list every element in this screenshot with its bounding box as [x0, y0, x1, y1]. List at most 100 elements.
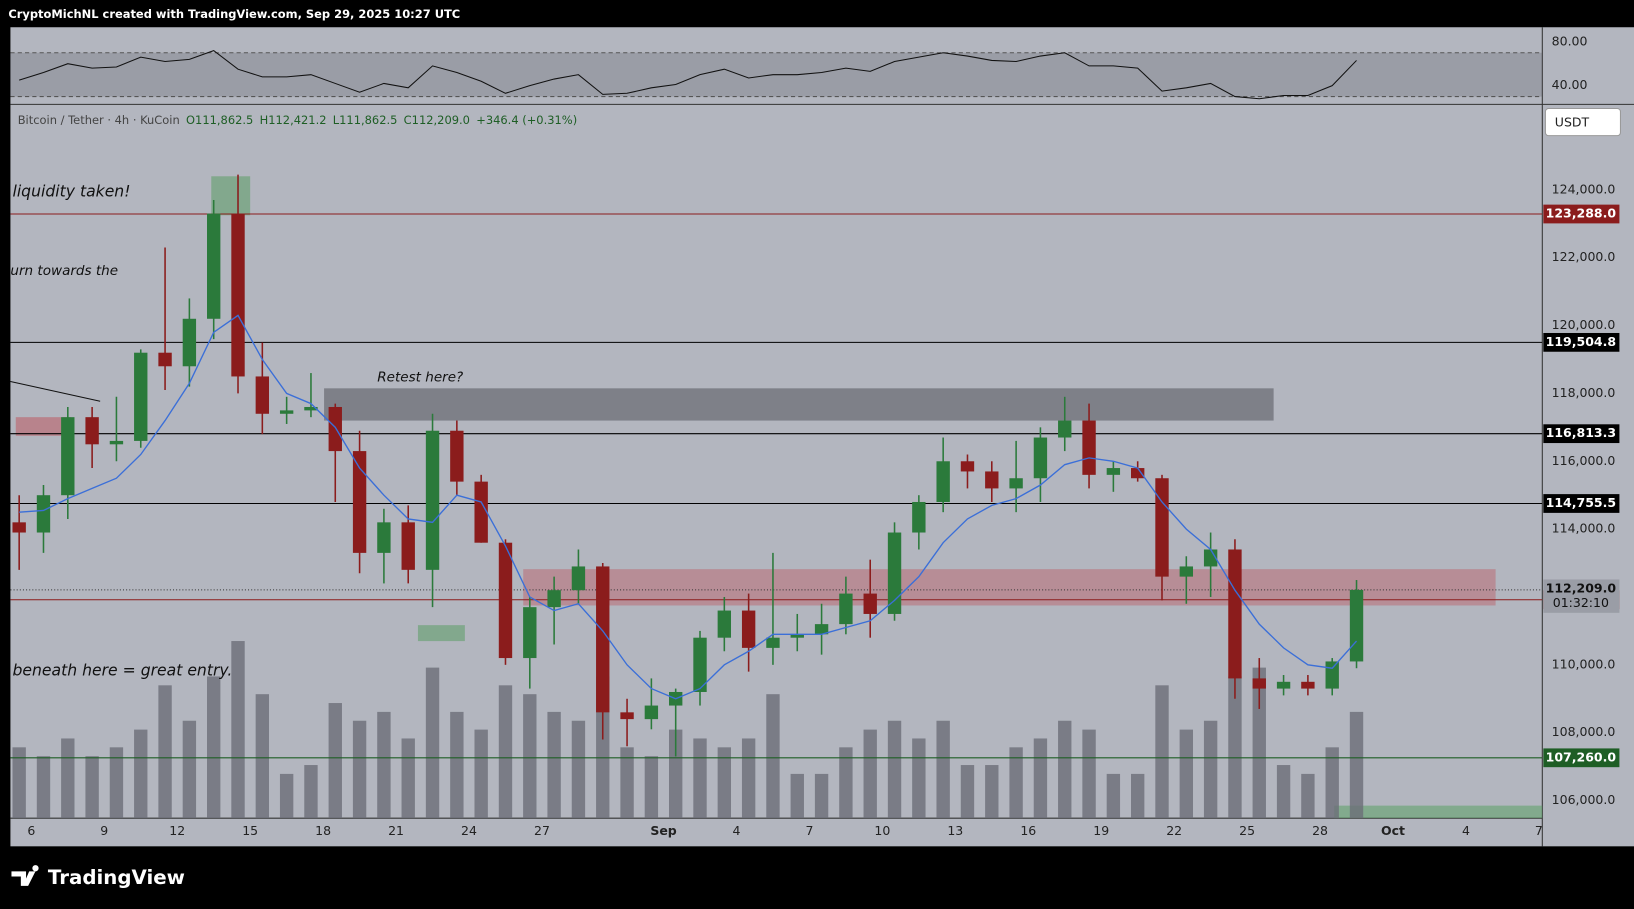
y-tick-label: 120,000.0: [1552, 317, 1616, 332]
candle-body: [158, 352, 172, 367]
x-tick-label: 12: [169, 823, 185, 838]
y-tick-label: 116,000.0: [1552, 453, 1616, 468]
chart-background: [10, 27, 1634, 847]
currency-label[interactable]: USDT: [1555, 115, 1590, 130]
x-tick-label: 27: [534, 823, 550, 838]
volume-bar: [207, 676, 221, 819]
annotation: urn towards the: [10, 263, 118, 279]
candle-body: [985, 471, 999, 489]
volume-bar: [1276, 765, 1291, 819]
x-tick-label: 25: [1239, 823, 1255, 838]
volume-bar: [1203, 720, 1218, 819]
volume-bar: [498, 685, 513, 819]
x-tick-label: 15: [242, 823, 258, 838]
volume-bar: [960, 765, 975, 819]
candle-body: [182, 318, 197, 367]
volume-bar: [158, 685, 172, 819]
candle-body: [85, 417, 99, 445]
level-label: 107,260.0: [1546, 749, 1617, 764]
volume-bar: [620, 747, 634, 819]
volume-bar: [863, 729, 877, 819]
volume-bar: [328, 703, 342, 819]
countdown: 01:32:10: [1553, 595, 1609, 610]
level-label: 116,813.3: [1546, 425, 1616, 440]
volume-bar: [766, 694, 780, 819]
volume-bar: [1106, 773, 1121, 819]
volume-bar: [523, 694, 537, 819]
volume-bar: [450, 711, 464, 819]
legend-symbol: Bitcoin / Tether · 4h · KuCoin: [18, 112, 180, 126]
x-tick-label: 21: [388, 823, 404, 838]
candle-body: [450, 430, 464, 482]
x-tick-label: 7: [1535, 823, 1543, 838]
trendline: [10, 381, 101, 402]
volume-bar: [182, 720, 197, 819]
x-tick-label: 28: [1312, 823, 1328, 838]
x-tick-label: 16: [1020, 823, 1036, 838]
candle-body: [255, 376, 270, 414]
x-tick-label: 18: [315, 823, 331, 838]
candle-body: [523, 607, 537, 659]
volume-bar: [134, 729, 148, 819]
volume-bar: [109, 747, 124, 819]
candle-body: [571, 566, 586, 591]
candle-body: [1155, 478, 1169, 577]
volume-bar: [1058, 720, 1072, 819]
candle-body: [1179, 566, 1194, 577]
currency-button[interactable]: [1544, 108, 1621, 137]
level-label-box: [1543, 204, 1620, 224]
volume-bar: [1301, 773, 1315, 819]
volume-bar: [814, 773, 829, 819]
candle-body: [474, 481, 488, 543]
candle-body: [134, 352, 148, 441]
x-tick-label: Oct: [1381, 823, 1405, 838]
volume-bar: [1130, 773, 1145, 819]
volume-bar: [985, 765, 999, 819]
legend: Bitcoin / Tether · 4h · KuCoin O111,862.5…: [18, 112, 577, 126]
brand-logo: [11, 865, 39, 886]
candle-body: [887, 532, 902, 614]
volume-bar: [304, 765, 318, 819]
candle-body: [279, 410, 294, 414]
y-tick-label: 106,000.0: [1552, 792, 1616, 807]
volume-bar: [1325, 747, 1339, 819]
candle-body: [401, 522, 415, 570]
candle-body: [1349, 589, 1364, 662]
candle-body: [1106, 468, 1121, 475]
ema-line: [19, 314, 1358, 700]
candle-body: [644, 705, 659, 720]
candle-body: [498, 542, 513, 659]
candle-body: [1276, 681, 1291, 689]
candle-body: [839, 593, 853, 625]
credit: CryptoMichNL created with TradingView.co…: [8, 7, 460, 21]
volume-bar: [547, 711, 561, 819]
candle-body: [863, 593, 877, 614]
volume-bar: [279, 773, 294, 819]
level-label-box: [1543, 424, 1620, 444]
volume-bar: [231, 641, 245, 819]
candle-body: [328, 406, 342, 452]
last-price-box: [1543, 579, 1620, 613]
x-tick-label: 4: [733, 823, 741, 838]
volume-bar: [1155, 685, 1169, 819]
rsi-pane: [10, 49, 1543, 100]
volume-bar: [61, 738, 75, 819]
zone: [211, 176, 251, 216]
price-pane: [10, 174, 1543, 819]
level-label: 114,755.5: [1546, 495, 1616, 510]
candle-body: [693, 637, 707, 692]
y-tick-label: 122,000.0: [1552, 249, 1616, 264]
candle-body: [231, 213, 245, 377]
x-tick-label: 24: [461, 823, 477, 838]
x-tick-label: 7: [805, 823, 813, 838]
volume-bar: [669, 729, 683, 819]
x-tick-label: 9: [100, 823, 108, 838]
volume-bar: [1252, 667, 1266, 819]
volume-bar: [474, 729, 488, 819]
candle-body: [1058, 420, 1072, 438]
candle-body: [1228, 549, 1242, 679]
annotation: beneath here = great entry.: [13, 661, 233, 680]
candle-body: [1301, 681, 1315, 689]
candle-body: [547, 590, 561, 608]
